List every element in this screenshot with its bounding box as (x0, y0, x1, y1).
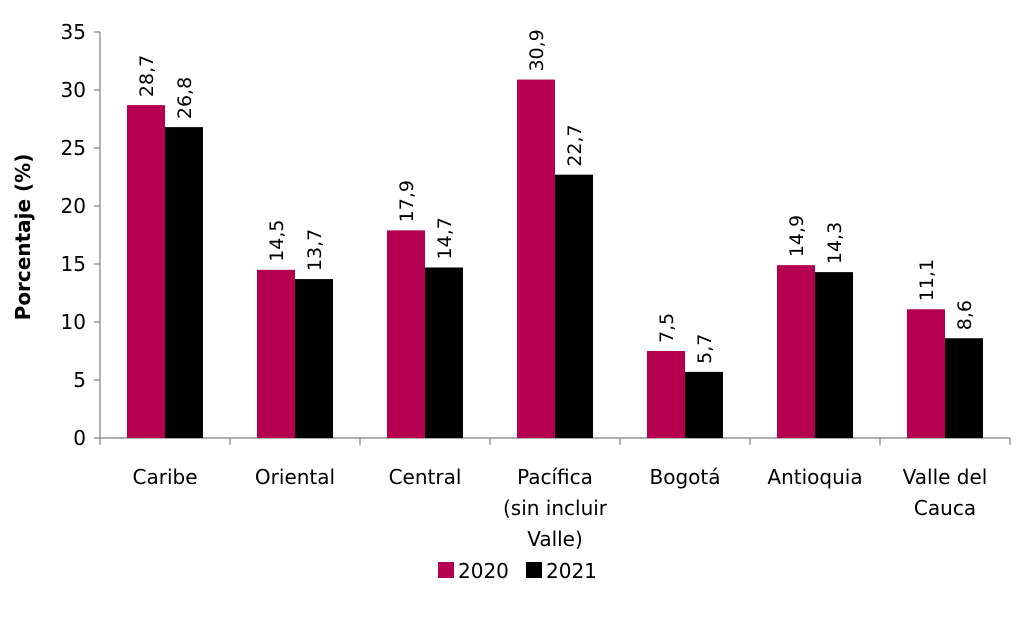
x-category-label: Bogotá (650, 465, 721, 489)
bar-2020-2 (387, 230, 425, 438)
x-category-label: Oriental (255, 465, 335, 489)
data-label: 14,9 (786, 215, 808, 257)
data-label: 30,9 (526, 29, 548, 71)
legend-swatch-2021 (526, 562, 542, 578)
y-axis-title: Porcentaje (%) (11, 154, 35, 321)
bar-2020-1 (257, 269, 295, 438)
data-label: 14,7 (434, 217, 456, 259)
x-category-label: Valle del Cauca (903, 465, 988, 520)
bar-2021-6 (945, 338, 983, 438)
x-category-label: Antioquia (767, 465, 862, 489)
bar-2020-6 (907, 309, 945, 438)
x-category-label: Caribe (133, 465, 198, 489)
bar-2021-5 (815, 272, 853, 438)
bar-2021-4 (685, 371, 723, 438)
y-tick-label: 15 (61, 252, 86, 276)
y-tick-label: 25 (61, 136, 86, 160)
y-tick-label: 5 (73, 368, 86, 392)
bar-2021-1 (295, 279, 333, 438)
data-label: 5,7 (694, 334, 716, 364)
data-label: 26,8 (174, 77, 196, 119)
y-tick-label: 10 (61, 310, 86, 334)
x-category-label: Pacífica (sin incluir Valle) (503, 465, 608, 551)
data-label: 14,5 (266, 219, 288, 261)
data-label: 22,7 (564, 124, 586, 166)
legend-swatch-2020 (438, 562, 454, 578)
y-tick-label: 20 (61, 194, 86, 218)
data-label: 8,6 (954, 300, 976, 330)
data-label: 13,7 (304, 229, 326, 271)
legend-label-2021: 2021 (546, 559, 597, 583)
legend-label-2020: 2020 (458, 559, 509, 583)
data-label: 11,1 (916, 259, 938, 301)
y-tick-label: 0 (73, 426, 86, 450)
data-label: 7,5 (656, 313, 678, 343)
bar-2020-5 (777, 265, 815, 438)
y-tick-label: 30 (61, 78, 86, 102)
data-label: 14,3 (824, 222, 846, 264)
bar-2020-4 (647, 351, 685, 438)
y-tick-label: 35 (61, 20, 86, 44)
x-category-label: Central (389, 465, 462, 489)
data-label: 17,9 (396, 180, 418, 222)
bar-2020-3 (517, 79, 555, 438)
bar-2021-2 (425, 267, 463, 438)
bar-2021-0 (165, 127, 203, 439)
bar-2021-3 (555, 174, 593, 438)
data-label: 28,7 (136, 55, 158, 97)
bar-2020-0 (127, 105, 165, 438)
legend: 2020 2021 (438, 559, 597, 583)
